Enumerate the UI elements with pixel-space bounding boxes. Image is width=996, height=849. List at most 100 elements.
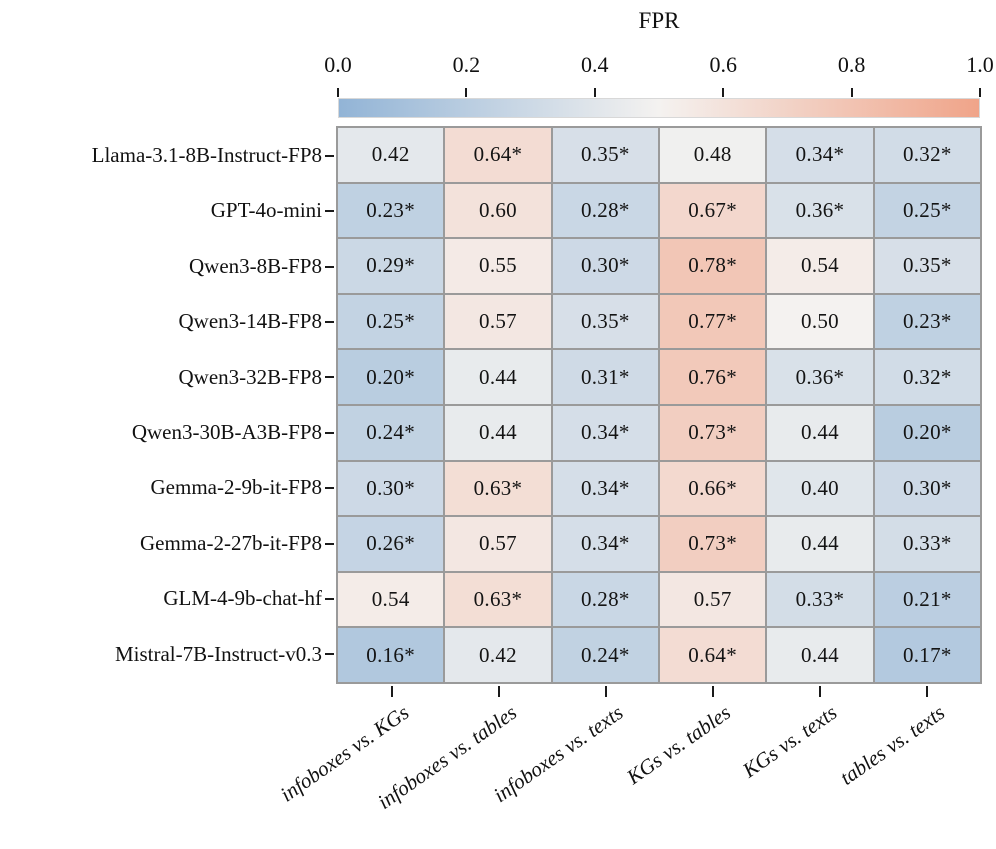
heatmap-cell: 0.44 [445,405,551,460]
y-axis-tick [325,597,334,600]
colorbar-tick [722,88,725,97]
heatmap-cell: 0.33* [767,572,873,627]
row-label: Qwen3-30B-A3B-FP8 [131,420,322,444]
heatmap-cell: 0.16* [338,628,444,682]
x-axis-tick [711,686,714,697]
y-axis-tick [325,376,334,379]
x-axis-tick [497,686,500,697]
heatmap-cell: 0.66* [660,461,766,516]
row-label: Gemma-2-27b-it-FP8 [140,530,322,555]
heatmap-cell: 0.63* [445,572,551,627]
heatmap-cell: 0.73* [660,405,766,460]
heatmap-cell: 0.20* [338,350,444,404]
heatmap-cell: 0.57 [660,572,766,627]
heatmap-cell: 0.67* [660,183,766,238]
colorbar-tick-label: 1.0 [966,52,994,77]
heatmap-cell: 0.36* [767,183,873,238]
heatmap-cell: 0.24* [338,405,444,460]
heatmap-cell: 0.40 [767,461,873,516]
y-axis-tick [325,320,334,323]
heatmap-grid: 0.42 0.64* 0.35* 0.48 0.34* 0.32* 0.23* 0.60 0.2… [336,126,982,684]
heatmap-cell: 0.44 [767,517,873,571]
heatmap-cell: 0.35* [552,128,658,182]
heatmap-cell: 0.25* [338,294,444,349]
y-axis-tick [325,431,334,434]
row-label: GPT-4o-mini [210,198,322,223]
heatmap-cell: 0.30* [874,461,980,516]
colorbar-tick [465,88,468,97]
y-axis-tick [325,210,334,213]
heatmap-cell: 0.36* [767,350,873,404]
heatmap-cell: 0.28* [552,572,658,627]
y-axis-tick [325,265,334,268]
row-label: Qwen3-32B-FP8 [178,364,322,389]
heatmap-cell: 0.48 [660,128,766,182]
row-label: Llama-3.1-8B-Instruct-FP8 [91,143,322,167]
y-axis-tick [325,154,334,157]
colorbar-tick [850,88,853,97]
x-axis-tick [925,686,928,697]
heatmap-cell: 0.23* [338,183,444,238]
heatmap-cell: 0.57 [445,517,551,571]
colorbar-title: FPR [638,8,680,33]
heatmap-cell: 0.28* [552,183,658,238]
y-axis-tick [325,653,334,656]
row-label: Gemma-2-9b-it-FP8 [150,475,322,500]
heatmap-cell: 0.24* [552,628,658,682]
heatmap-cell: 0.17* [874,628,980,682]
heatmap-cell: 0.44 [767,628,873,682]
heatmap-cell: 0.35* [874,239,980,293]
colorbar-tick [593,88,596,97]
heatmap-cell: 0.30* [338,461,444,516]
heatmap-cell: 0.32* [874,350,980,404]
y-axis-tick [325,487,334,490]
x-axis-tick [818,686,821,697]
colorbar-tick-label: 0.2 [452,52,481,77]
row-label: GLM-4-9b-chat-hf [163,586,322,611]
colorbar-tick-label: 0.6 [709,52,737,77]
colorbar-tick [337,88,339,97]
heatmap-cell: 0.23* [874,294,980,349]
heatmap-cell: 0.42 [445,628,551,682]
heatmap-cell: 0.77* [660,294,766,349]
heatmap-cell: 0.76* [660,350,766,404]
heatmap-cell: 0.60 [445,183,551,238]
row-label: Mistral-7B-Instruct-v0.3 [114,641,322,666]
heatmap-cell: 0.57 [445,294,551,349]
heatmap-cell: 0.64* [660,628,766,682]
heatmap-cell: 0.35* [552,294,658,349]
x-axis-tick [390,686,393,697]
heatmap-cell: 0.44 [767,405,873,460]
colorbar-tick-label: 0.4 [581,52,609,77]
heatmap-cell: 0.31* [552,350,658,404]
x-axis-tick [604,686,607,697]
heatmap-cell: 0.33* [874,517,980,571]
heatmap-cell: 0.55 [445,239,551,293]
row-label: Qwen3-8B-FP8 [188,253,322,278]
heatmap-cell: 0.50 [767,294,873,349]
y-axis-tick [325,542,334,545]
heatmap-cell: 0.30* [552,239,658,293]
col-label: KGs vs. tables [622,700,735,790]
heatmap-cell: 0.78* [660,239,766,293]
col-label: KGs vs. texts [738,700,842,783]
colorbar-tick-label: 0.0 [324,52,352,77]
heatmap-cell: 0.54 [767,239,873,293]
heatmap-cell: 0.73* [660,517,766,571]
colorbar-gradient [338,98,980,118]
colorbar-tick [979,88,981,97]
heatmap-cell: 0.44 [445,350,551,404]
heatmap-cell: 0.29* [338,239,444,293]
heatmap-cell: 0.42 [338,128,444,182]
heatmap-cell: 0.34* [767,128,873,182]
heatmap-cell: 0.34* [552,461,658,516]
heatmap-cell: 0.21* [874,572,980,627]
row-label: Qwen3-14B-FP8 [178,309,322,334]
heatmap-cell: 0.20* [874,405,980,460]
heatmap-cell: 0.34* [552,517,658,571]
heatmap-cell: 0.63* [445,461,551,516]
heatmap-cell: 0.26* [338,517,444,571]
colorbar-tick-label: 0.8 [837,52,866,77]
heatmap-cell: 0.64* [445,128,551,182]
